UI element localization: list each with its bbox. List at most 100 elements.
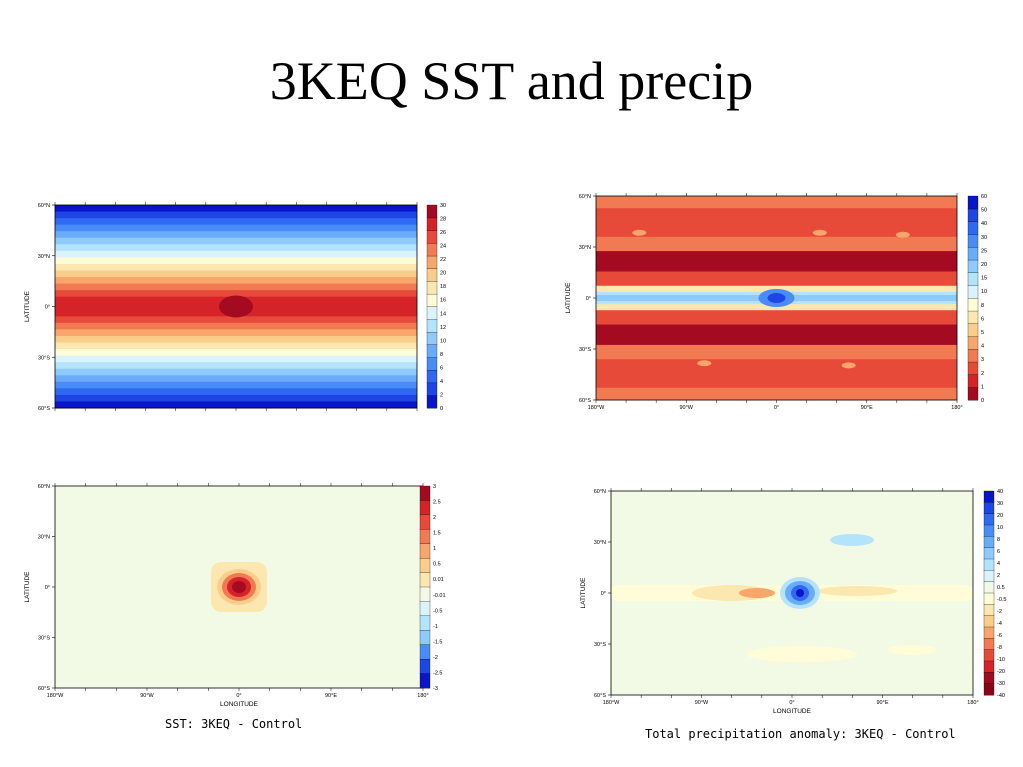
- colorbar-label: 4: [981, 344, 984, 350]
- sst-band: [55, 362, 417, 370]
- colorbar-swatch: [967, 374, 979, 388]
- colorbar-label: -30: [997, 681, 1005, 687]
- precip-anomaly-caption: Total precipitation anomaly: 3KEQ - Cont…: [645, 727, 956, 741]
- colorbar-swatch: [426, 230, 438, 244]
- colorbar-label: 30: [981, 235, 987, 241]
- y-tick-label: 30°N: [38, 535, 50, 541]
- colorbar-label: 0: [440, 406, 443, 412]
- sst-band: [55, 342, 417, 350]
- colorbar-swatch: [983, 524, 995, 537]
- colorbar-swatch: [419, 615, 431, 631]
- colorbar-label: 15: [981, 276, 987, 282]
- x-tick-label: 90°W: [679, 405, 693, 411]
- precip-anom-wet-core: [796, 589, 804, 597]
- sst-band: [55, 244, 417, 252]
- sst-band: [55, 257, 417, 265]
- colorbar-label: 1: [433, 546, 436, 552]
- colorbar-label: -2: [997, 609, 1002, 615]
- colorbar-swatch: [967, 323, 979, 337]
- precip-dry-blob: [632, 229, 647, 236]
- colorbar-swatch: [426, 280, 438, 295]
- y-tick-label: 60°S: [579, 398, 591, 404]
- colorbar-label: 1: [981, 384, 984, 390]
- y-tick-label: 60°S: [594, 693, 606, 699]
- x-tick-label: 90°E: [861, 405, 873, 411]
- colorbar-label: 3: [433, 484, 436, 490]
- colorbar-label: 28: [440, 217, 446, 223]
- colorbar-swatch: [426, 217, 438, 231]
- colorbar-label: 14: [440, 311, 446, 317]
- precip-anom-dry-south-east: [887, 645, 937, 656]
- colorbar-swatch: [426, 255, 438, 269]
- colorbar-swatch: [983, 615, 995, 628]
- colorbar-swatch: [983, 683, 995, 696]
- colorbar-swatch: [983, 660, 995, 673]
- y-tick-label: 30°N: [38, 254, 50, 260]
- slide-title: 3KEQ SST and precip: [269, 51, 754, 111]
- colorbar-label: 1.5: [433, 531, 441, 537]
- colorbar-label: 20: [440, 271, 446, 277]
- colorbar-swatch: [426, 319, 438, 333]
- colorbar-label: 10: [997, 525, 1003, 531]
- colorbar-label: 20: [981, 262, 987, 268]
- colorbar-label: -2.5: [433, 670, 442, 676]
- colorbar-swatch: [426, 306, 438, 320]
- sst-band: [55, 277, 417, 285]
- colorbar-label: 40: [981, 221, 987, 227]
- y-tick-label: 60°S: [38, 406, 50, 412]
- x-tick-label: 180°W: [47, 693, 64, 699]
- y-axis-label: LATITUDE: [24, 571, 31, 603]
- colorbar-label: 2: [433, 515, 436, 521]
- colorbar-label: 0.5: [997, 585, 1005, 591]
- y-tick-label: 60°N: [38, 484, 50, 490]
- y-tick-label: 0°: [45, 305, 50, 311]
- x-axis-label: LONGITUDE: [773, 708, 812, 715]
- precip-anom-dry-core: [739, 588, 775, 598]
- sst-band: [55, 231, 417, 239]
- colorbar-swatch: [967, 297, 979, 312]
- colorbar-swatch: [983, 502, 995, 515]
- precip-band: [596, 324, 957, 346]
- sst-band: [55, 283, 417, 291]
- colorbar-swatch: [419, 572, 431, 588]
- colorbar-swatch: [983, 604, 995, 617]
- sst-band: [55, 263, 417, 271]
- y-tick-label: 60°N: [594, 489, 606, 495]
- precip-band: [596, 196, 957, 209]
- x-tick-label: 180°: [417, 693, 428, 699]
- colorbar-swatch: [426, 357, 438, 371]
- x-tick-label: 90°W: [695, 700, 709, 706]
- colorbar-label: 2: [440, 392, 443, 398]
- colorbar-swatch: [983, 536, 995, 549]
- colorbar-label: 8: [440, 352, 443, 358]
- precip-band: [596, 271, 957, 287]
- sst-band: [55, 322, 417, 330]
- colorbar-label: 4: [440, 379, 443, 385]
- colorbar-label: 10: [981, 289, 987, 295]
- sst-band: [55, 290, 417, 298]
- sst-band: [55, 388, 417, 396]
- y-tick-label: 0°: [586, 296, 591, 302]
- colorbar-label: -2: [433, 655, 438, 661]
- colorbar-swatch: [967, 348, 979, 363]
- colorbar-label: 3: [981, 357, 984, 363]
- colorbar-swatch: [967, 310, 979, 324]
- colorbar-label: 16: [440, 298, 446, 304]
- colorbar-swatch: [983, 626, 995, 639]
- colorbar-label: -6: [997, 633, 1002, 639]
- colorbar-swatch: [419, 514, 431, 530]
- colorbar-swatch: [426, 293, 438, 307]
- colorbar-swatch: [419, 673, 431, 689]
- x-tick-label: 180°: [967, 700, 978, 706]
- colorbar-label: 60: [981, 194, 987, 200]
- sst-warm-patch: [219, 295, 253, 318]
- colorbar-label: 25: [981, 248, 987, 254]
- y-tick-label: 0°: [601, 591, 606, 597]
- y-tick-label: 30°S: [594, 642, 606, 648]
- colorbar-label: 0: [981, 398, 984, 404]
- precip-band: [596, 304, 957, 311]
- colorbar-swatch: [967, 221, 979, 235]
- colorbar-swatch: [983, 570, 995, 583]
